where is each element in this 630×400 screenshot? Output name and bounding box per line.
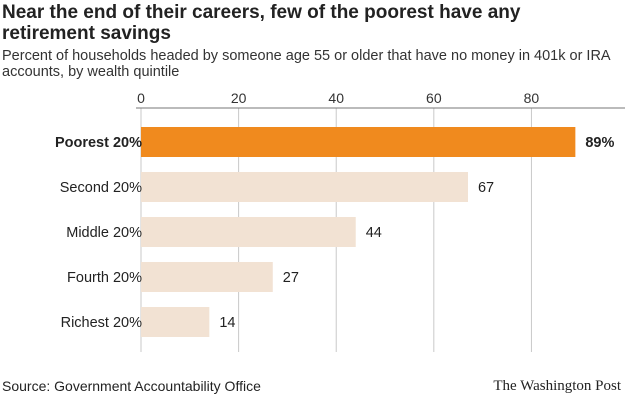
x-tick-label: 80 (524, 90, 540, 106)
data-label: 14 (219, 315, 235, 331)
bar (141, 127, 576, 157)
data-label: 89% (585, 135, 614, 151)
x-tick-label: 20 (231, 90, 247, 106)
chart-title: Near the end of their careers, few of th… (2, 2, 521, 44)
category-label: Middle 20% (66, 225, 142, 241)
bar (141, 262, 273, 292)
category-label: Poorest 20% (55, 135, 142, 151)
bar (141, 217, 356, 247)
data-label: 44 (366, 225, 382, 241)
data-label: 67 (478, 180, 494, 196)
category-label: Richest 20% (61, 315, 143, 331)
data-label: 27 (283, 270, 299, 286)
source-note: Source: Government Accountability Office (2, 378, 261, 394)
category-label: Second 20% (60, 180, 142, 196)
bar (141, 172, 468, 202)
bars (141, 127, 576, 337)
data-labels: 89% 67 44 27 14 (219, 135, 614, 331)
x-tick-label: 40 (328, 90, 344, 106)
x-tick-labels: 0 20 40 60 80 (137, 90, 539, 106)
category-labels: Poorest 20% Second 20% Middle 20% Fourth 20… (55, 135, 142, 331)
chart-subtitle: Percent of households headed by someone … (2, 48, 610, 80)
publisher-logo: The Washington Post (493, 378, 621, 394)
x-tick-label: 60 (426, 90, 442, 106)
bar (141, 307, 210, 337)
x-tick-label: 0 (137, 90, 145, 106)
category-label: Fourth 20% (67, 270, 142, 286)
